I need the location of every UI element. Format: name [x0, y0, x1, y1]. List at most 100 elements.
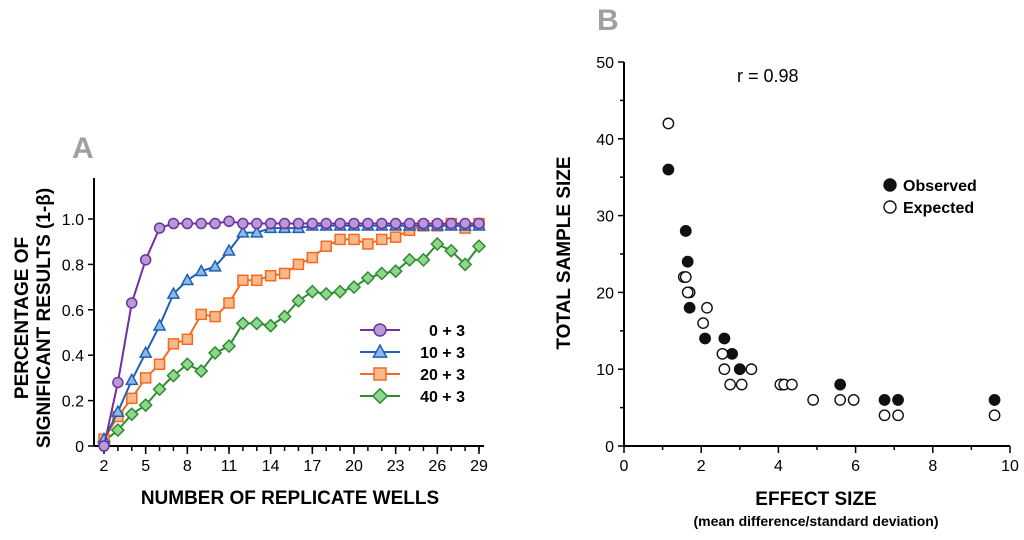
- expected-point: [878, 409, 891, 422]
- panel-a-ylabel-line1: PERCENTAGE OF: [12, 237, 33, 399]
- panel-b-xtick-label: 6: [851, 458, 860, 475]
- panel-b-xtick-label: 4: [774, 458, 783, 475]
- data-point: [305, 284, 320, 299]
- data-point: [374, 266, 389, 281]
- expected-point: [847, 394, 860, 406]
- data-point: [459, 217, 471, 230]
- data-point: [417, 217, 430, 230]
- data-point: [125, 372, 139, 386]
- legend-marker: [373, 367, 387, 381]
- observed-point: [726, 347, 738, 360]
- series-line: [103, 224, 479, 440]
- data-point: [208, 259, 222, 272]
- data-point: [152, 382, 167, 397]
- panel-a-plot: 0 0.2 0.4 0.6 0.8 1.0 2 5 8 11 14 17 20 23 26 29 0 + 3 10…: [62, 178, 488, 475]
- data-point: [333, 284, 348, 299]
- data-point: [112, 376, 124, 389]
- data-point: [153, 222, 166, 234]
- data-point: [362, 238, 374, 250]
- panel-a-xtick-label: 23: [387, 458, 405, 475]
- data-point: [306, 217, 319, 230]
- data-point: [416, 252, 431, 267]
- legend-label: Observed: [903, 178, 977, 195]
- observed-point: [834, 378, 847, 391]
- data-point: [264, 217, 277, 230]
- panel-b-ytick-label: 10: [596, 362, 614, 379]
- data-point: [222, 243, 236, 256]
- expected-point: [786, 378, 798, 391]
- observed-point: [892, 394, 904, 406]
- data-point: [264, 270, 277, 282]
- panel-b-xtick-label: 8: [928, 458, 937, 475]
- data-point: [195, 308, 207, 321]
- data-point: [194, 263, 208, 277]
- data-point: [166, 368, 181, 383]
- expected-point: [745, 363, 758, 376]
- data-point: [445, 217, 457, 230]
- observed-point: [681, 255, 694, 268]
- data-point: [291, 293, 306, 308]
- data-point: [388, 264, 403, 279]
- data-point: [110, 423, 125, 438]
- expected-point: [679, 271, 692, 283]
- data-point: [237, 217, 249, 230]
- observed-point: [699, 332, 711, 345]
- data-point: [208, 345, 223, 360]
- panel-a-ytick-label: 0.8: [62, 257, 84, 274]
- data-point: [251, 274, 263, 287]
- data-point: [139, 372, 152, 384]
- data-point: [403, 217, 416, 230]
- legend-marker: [373, 323, 387, 337]
- data-point: [458, 257, 473, 272]
- legend-label: 20 + 3: [420, 367, 465, 384]
- legend-marker: [371, 387, 389, 405]
- data-point: [292, 258, 305, 271]
- data-point: [319, 286, 334, 301]
- data-point: [348, 233, 360, 246]
- expected-point: [718, 363, 731, 376]
- panel-a-xtick-label: 29: [470, 458, 488, 475]
- data-point: [249, 316, 264, 331]
- data-point: [334, 233, 346, 246]
- expected-point: [724, 378, 737, 391]
- data-point: [389, 217, 402, 230]
- data-point: [278, 217, 291, 230]
- panel-a-ytick-label: 0.4: [62, 348, 84, 365]
- panel-b-ytick-label: 20: [596, 285, 614, 302]
- data-point: [362, 217, 374, 230]
- data-point: [235, 316, 250, 331]
- data-point: [167, 338, 180, 350]
- data-point: [166, 286, 181, 299]
- data-point: [320, 240, 332, 252]
- panel-b-xlabel: EFFECT SIZE: [755, 489, 876, 510]
- panel-a-xtick-label: 26: [428, 458, 446, 475]
- observed-point: [679, 225, 692, 237]
- data-point: [223, 215, 235, 228]
- panel-a-xtick-label: 5: [141, 458, 150, 475]
- expected-point: [735, 378, 748, 391]
- panel-b-plot: 0 10 20 30 40 50 0 2 4 6 8 10 Observed Expected: [596, 55, 1019, 475]
- panel-a-xtick-label: 20: [345, 458, 363, 475]
- panel-a-xtick-label: 11: [221, 458, 238, 475]
- data-point: [138, 345, 153, 358]
- legend-label: 10 + 3: [420, 345, 465, 362]
- panel-a-ytick-label: 0.2: [62, 394, 84, 411]
- data-point: [431, 217, 444, 230]
- data-point: [306, 251, 319, 264]
- panel-b-ytick-label: 40: [596, 132, 614, 149]
- data-point: [209, 217, 221, 230]
- observed-point: [683, 301, 696, 314]
- observed-point: [878, 394, 891, 406]
- data-point: [236, 225, 250, 238]
- data-point: [376, 233, 388, 246]
- data-point: [223, 297, 235, 309]
- series-line: [103, 220, 479, 447]
- panel-b-label: B: [597, 4, 619, 37]
- data-point: [181, 333, 194, 346]
- data-point: [221, 339, 237, 354]
- series-line: [103, 242, 480, 443]
- data-point: [152, 318, 167, 331]
- data-point: [320, 217, 332, 230]
- panel-b-xtick-label: 2: [697, 458, 706, 475]
- data-point: [277, 309, 292, 324]
